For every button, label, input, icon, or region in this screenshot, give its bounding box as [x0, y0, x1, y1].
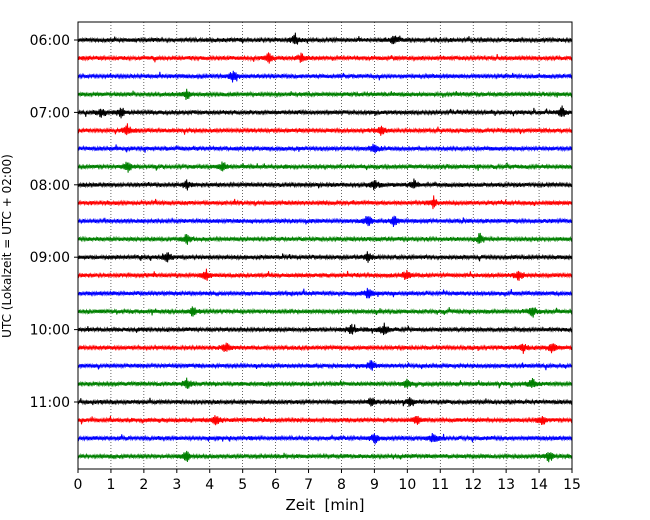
x-tick-label: 4 [205, 477, 214, 493]
trace-09:30 [77, 287, 573, 299]
x-tick-label: 3 [172, 477, 181, 493]
x-axis-label: Zeit [min] [285, 496, 364, 514]
x-tick-label: 0 [74, 477, 83, 493]
trace-07:30 [77, 143, 573, 154]
trace-08:30 [77, 215, 573, 228]
trace-09:45 [77, 306, 573, 318]
x-tick-label: 11 [431, 477, 449, 493]
x-tick-label: 8 [337, 477, 346, 493]
trace-08:45 [77, 232, 573, 245]
trace-07:45 [77, 161, 573, 173]
y-tick-label: 07:00 [30, 105, 70, 121]
y-axis-ticks: 06:00 07:00 08:00 09:00 10:00 11:00 [30, 33, 78, 411]
x-axis-ticks: 0 1 2 3 4 5 6 7 8 9 10 11 12 13 14 15 [74, 469, 581, 493]
trace-10:15 [77, 342, 573, 354]
trace-06:00 [77, 32, 573, 45]
trace-08:00 [77, 178, 573, 191]
x-tick-label: 6 [271, 477, 280, 493]
trace-06:15 [77, 52, 573, 64]
trace-11:30 [77, 432, 573, 445]
x-tick-label: 12 [464, 477, 482, 493]
y-tick-label: 10:00 [30, 323, 70, 339]
trace-08:15 [77, 195, 573, 210]
trace-10:45 [77, 377, 573, 389]
trace-07:15 [77, 123, 573, 136]
x-tick-label: 1 [106, 477, 115, 493]
trace-09:15 [77, 268, 573, 281]
trace-09:00 [77, 251, 573, 263]
x-tick-label: 9 [370, 477, 379, 493]
x-tick-label: 10 [398, 477, 416, 493]
plot-frame [77, 21, 573, 470]
y-tick-label: 08:00 [30, 178, 70, 194]
vertical-gridlines [110, 22, 540, 469]
y-tick-label: 11:00 [30, 395, 70, 411]
x-tick-label: 13 [497, 477, 515, 493]
trace-10:00 [77, 322, 573, 336]
x-tick-label: 15 [563, 477, 581, 493]
seismic-traces [77, 32, 573, 463]
x-tick-label: 14 [530, 477, 548, 493]
y-tick-label: 06:00 [30, 33, 70, 49]
trace-11:45 [77, 450, 573, 463]
trace-06:45 [77, 88, 573, 100]
y-tick-label: 09:00 [30, 250, 70, 266]
x-tick-label: 2 [139, 477, 148, 493]
trace-11:00 [77, 396, 573, 407]
x-tick-label: 7 [304, 477, 313, 493]
trace-07:00 [77, 105, 573, 119]
x-tick-label: 5 [238, 477, 247, 493]
trace-10:30 [77, 360, 573, 371]
trace-06:30 [77, 70, 573, 83]
trace-11:15 [77, 415, 573, 426]
y-axis-label: UTC (Lokalzeit = UTC + 02:00) [0, 154, 14, 338]
